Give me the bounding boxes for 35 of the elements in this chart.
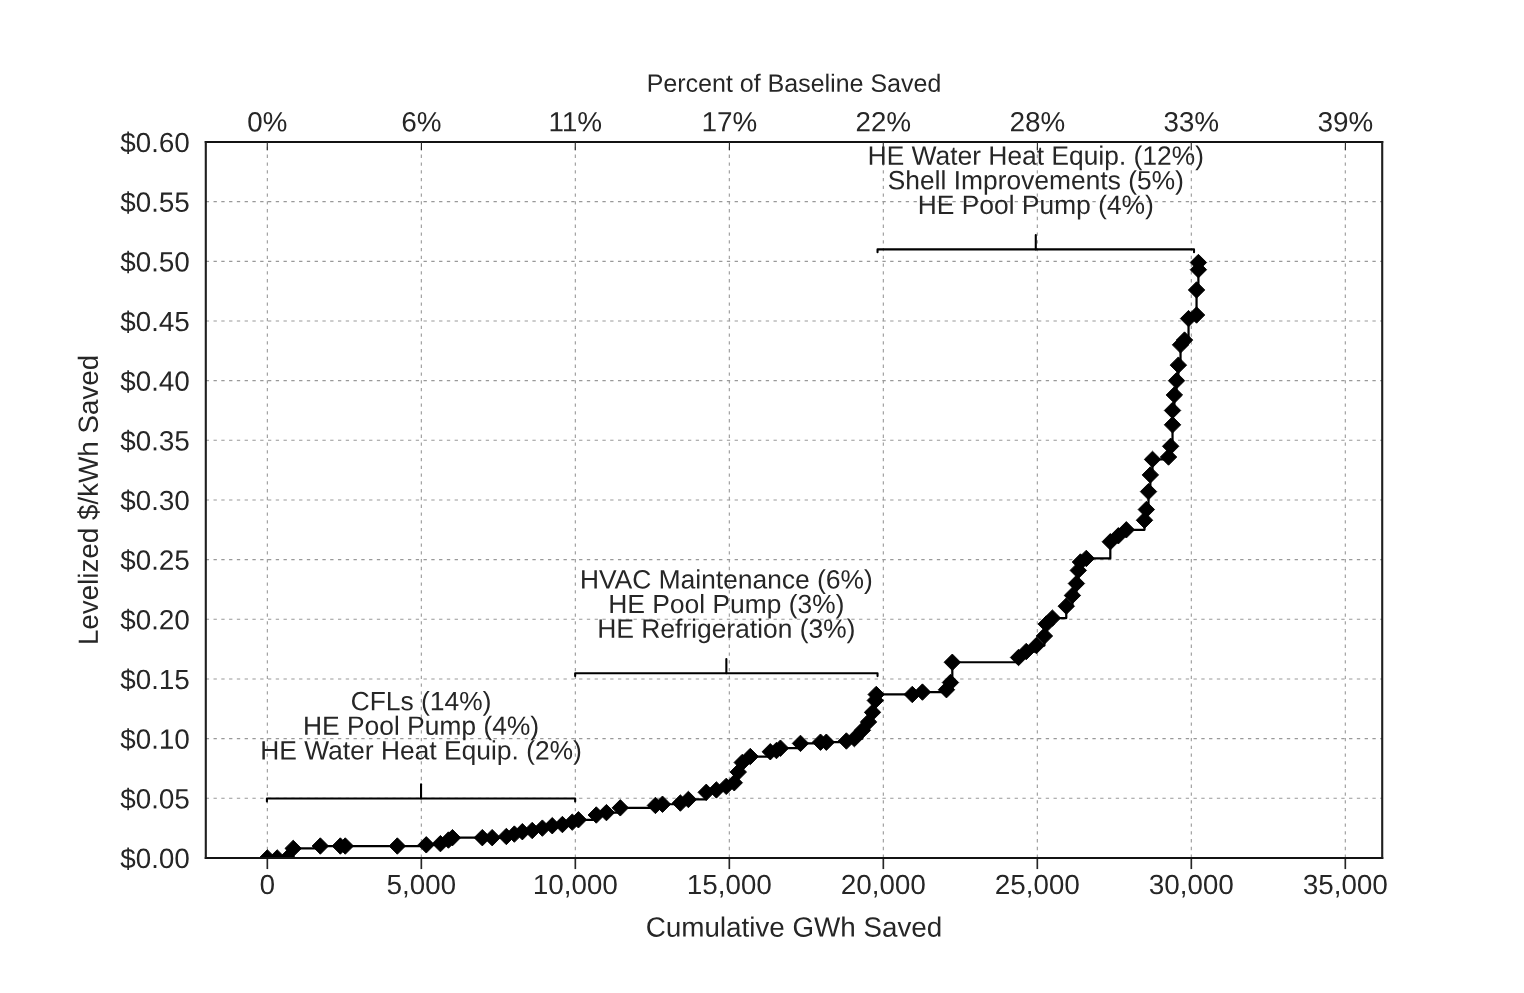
y-tick-label: $0.60 [120,131,189,154]
x2-tick-label: 0% [248,111,287,132]
annotation: HVAC Maintenance (6%) HE Pool Pump (3%) HE Refrigeration (3%) [582,569,872,644]
x2-tick-label: 33% [1164,111,1219,132]
x2-axis-title: Percent of Baseline Saved [648,73,940,93]
x-tick-label: 20,000 [842,874,925,898]
y-tick-label: $0.45 [120,310,189,333]
x-tick-label: 25,000 [996,874,1079,898]
y-tick-label: $0.20 [120,608,189,632]
x-tick-label: 35,000 [1303,874,1387,898]
y-tick-label: $0.05 [120,787,189,811]
x-tick-label: 30,000 [1149,874,1233,898]
y-tick-label: $0.35 [120,429,189,453]
y-tick-label: $0.55 [120,191,189,214]
x2-tick-label: 6% [402,111,441,132]
x-tick-label: 0 [260,874,274,895]
x2-tick-label: 39% [1318,111,1373,132]
y-tick-label: $0.00 [120,847,189,870]
x-tick-label: 10,000 [534,874,617,898]
x-tick-label: 15,000 [688,874,771,898]
y-tick-label: $0.15 [120,668,189,691]
x2-tick-label: 28% [1011,111,1065,132]
x-tick-label: 5,000 [387,874,456,898]
x-axis-title: Cumulative GWh Saved [647,916,941,937]
x2-tick-label: 22% [856,111,911,132]
y-tick-label: $0.30 [120,489,189,512]
x2-tick-label: 17% [703,112,757,132]
annotation: HE Water Heat Equip. (12%) Shell Improvements (5%) HE Pool Pump (4%) [869,145,1203,220]
y-axis-title: Levelized $/kWh Saved [77,356,100,643]
y-tick-label: $0.40 [120,370,189,393]
x2-tick-label: 11% [550,112,602,132]
y-tick-label: $0.50 [120,250,189,274]
y-tick-label: $0.10 [120,728,189,751]
y-tick-label: $0.25 [120,549,189,572]
annotation: CFLs (14%) HE Pool Pump (4%) HE Water Heat Equip. (2%) [262,691,581,765]
